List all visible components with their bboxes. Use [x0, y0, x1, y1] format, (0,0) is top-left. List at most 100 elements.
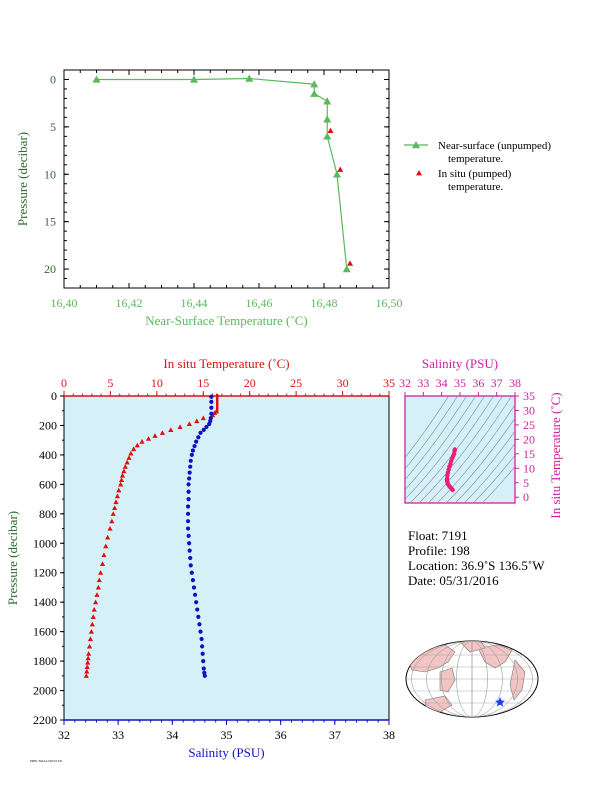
- ts-x-tick-label: 33: [417, 376, 429, 390]
- temp-point: [139, 439, 145, 444]
- salinity-point: [194, 600, 199, 605]
- temp-point: [86, 643, 93, 649]
- ts-y-tick-label: 20: [523, 432, 535, 446]
- temp-tick-label: 0: [61, 376, 67, 390]
- density-contour: [481, 465, 515, 503]
- near-surface-point: [92, 75, 101, 83]
- profile-number: Profile: 198: [408, 543, 470, 558]
- temp-tick-label: 25: [290, 376, 302, 390]
- pressure-tick-label: 800: [39, 507, 57, 521]
- legend-near-surface-label-1: Near-surface (unpumped): [438, 140, 551, 152]
- pressure-tick-label: 2000: [33, 684, 57, 698]
- density-contour: [445, 417, 515, 503]
- density-contour: [418, 396, 504, 503]
- salinity-point: [209, 399, 214, 404]
- temp-point: [126, 455, 132, 460]
- ts-y-tick-label: 0: [523, 490, 529, 504]
- temp-point: [131, 446, 137, 452]
- temp-point: [216, 406, 219, 413]
- top-x-tick-label: 16,44: [181, 296, 208, 310]
- ts-x-tick-label: 36: [472, 376, 484, 390]
- salinity-point: [201, 658, 206, 664]
- ts-x-tick-label: 38: [509, 376, 521, 390]
- temp-point: [159, 430, 166, 435]
- temp-point: [216, 398, 219, 405]
- density-contour: [454, 430, 515, 503]
- temp-point: [124, 459, 130, 465]
- density-contour: [463, 442, 515, 503]
- density-contour: [427, 396, 513, 503]
- near-surface-line: [96, 77, 348, 270]
- temp-point: [112, 505, 118, 511]
- temp-point: [110, 511, 116, 516]
- salinity-point: [188, 464, 193, 469]
- salinity-point: [198, 430, 203, 435]
- pressure-tick-label: 1400: [33, 595, 57, 609]
- legend-insitu-label-2: temperature.: [448, 181, 504, 193]
- ts-y-tick-label: 25: [523, 418, 535, 432]
- salinity-point: [192, 592, 198, 597]
- density-contour: [409, 396, 495, 503]
- ts-y-tick-label: 15: [523, 447, 535, 461]
- location: Location: 36.9˚S 136.5˚W: [408, 558, 545, 573]
- near-surface-point: [323, 97, 332, 105]
- salinity-point: [187, 541, 192, 546]
- salinity-point: [189, 570, 194, 575]
- salinity-tick-label: 35: [221, 728, 233, 742]
- near-surface-point: [310, 80, 319, 88]
- temp-point: [145, 436, 152, 441]
- salinity-tick-label: 37: [329, 728, 341, 742]
- temp-point: [94, 592, 100, 597]
- top-y-axis-label: Pressure (decibar): [15, 132, 30, 226]
- salinity-point: [196, 435, 201, 440]
- temp-tick-label: 30: [337, 376, 349, 390]
- legend-near-surface-marker: [412, 141, 420, 149]
- salinity-point: [186, 533, 191, 539]
- temp-point: [107, 525, 113, 531]
- salinity-tick-label: 33: [112, 728, 124, 742]
- salinity-point: [209, 411, 214, 416]
- salinity-point: [190, 577, 196, 583]
- salinity-point: [188, 563, 193, 568]
- density-contour: [405, 396, 468, 480]
- temp-point: [113, 499, 119, 505]
- temp-point: [152, 433, 158, 438]
- temp-point: [121, 468, 127, 474]
- ts-y-tick-label: 30: [523, 403, 535, 417]
- temp-point: [99, 561, 106, 566]
- density-contour: [405, 396, 486, 500]
- salinity-point: [187, 470, 192, 475]
- temp-point: [86, 651, 92, 656]
- insitu-point: [347, 260, 353, 266]
- top-x-tick-label: 16,40: [51, 296, 78, 310]
- pressure-tick-label: 1000: [33, 536, 57, 550]
- near-surface-point: [190, 75, 198, 83]
- temp-point: [128, 450, 134, 456]
- ts-point: [450, 487, 455, 493]
- top-plot-frame: [63, 69, 390, 289]
- near-surface-point: [323, 115, 332, 123]
- world-map: [405, 640, 539, 718]
- top-x-axis-label: Near-Surface Temperature (˚C): [145, 313, 307, 328]
- map-graticule: [411, 641, 533, 717]
- temp-point: [85, 655, 91, 661]
- ts-y-axis-title: In situ Temperature (˚C): [548, 392, 563, 518]
- temp-point: [122, 464, 128, 469]
- salinity-point: [202, 673, 207, 678]
- salinity-point: [185, 519, 191, 524]
- temp-point: [95, 584, 101, 590]
- salinity-point: [204, 424, 209, 430]
- density-contour: [472, 454, 515, 503]
- near-surface-point: [333, 170, 341, 178]
- temp-point: [134, 442, 140, 448]
- salinity-point: [187, 476, 192, 481]
- map-landmass: [459, 641, 486, 653]
- date: Date: 05/31/2016: [408, 573, 499, 588]
- temp-point: [216, 403, 219, 410]
- main-plot-area: [63, 395, 390, 721]
- top-y-tick-label: 5: [50, 120, 56, 134]
- float-location-star-icon: [495, 697, 505, 707]
- density-contour: [405, 396, 459, 470]
- pressure-tick-label: 200: [39, 418, 57, 432]
